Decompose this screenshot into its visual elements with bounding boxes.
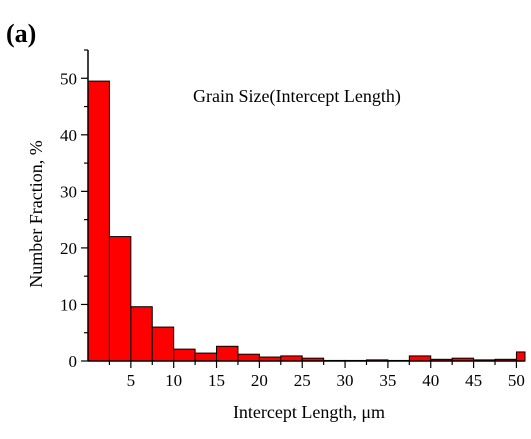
histogram-bar-0	[87, 80, 110, 362]
y-tick-label: 30	[60, 182, 77, 201]
histogram-bar-6	[216, 345, 239, 362]
histogram-bar-2	[130, 306, 153, 362]
x-tick-label: 45	[465, 371, 482, 390]
y-tick-label: 40	[60, 126, 77, 145]
chart-annotation: Grain Size(Intercept Length)	[193, 86, 401, 107]
x-tick-label: 40	[422, 371, 439, 390]
histogram-bar-1	[108, 236, 132, 362]
x-tick-label: 25	[294, 371, 311, 390]
panel-label: (a)	[6, 19, 36, 48]
histogram-bar-20	[515, 351, 526, 362]
histogram-bar-15	[408, 355, 432, 362]
x-axis-title: Intercept Length, μm	[233, 402, 385, 422]
y-tick-label: 50	[60, 69, 77, 88]
x-tick-label: 35	[379, 371, 396, 390]
x-tick-label: 15	[208, 371, 225, 390]
histogram-bar-7	[237, 353, 260, 362]
histogram-bar-5	[194, 352, 218, 362]
y-tick-label: 20	[60, 239, 77, 258]
bars-layer	[87, 80, 526, 362]
axes-layer: 0 10 20 30 40 50 5 10 15 20 25 30 35 40 45 50	[60, 49, 525, 390]
histogram-bar-4	[173, 348, 196, 362]
x-tick-label: 20	[251, 371, 268, 390]
x-tick-label: 10	[165, 371, 182, 390]
histogram-bar-9	[280, 355, 303, 362]
y-axis-title: Number Fraction, %	[26, 140, 46, 287]
x-tick-label: 30	[337, 371, 354, 390]
y-tick-label: 0	[69, 352, 78, 371]
x-tick-label: 5	[127, 371, 136, 390]
y-tick-label: 10	[60, 295, 77, 314]
x-tick-label: 50	[508, 371, 525, 390]
histogram-bar-3	[151, 326, 175, 362]
